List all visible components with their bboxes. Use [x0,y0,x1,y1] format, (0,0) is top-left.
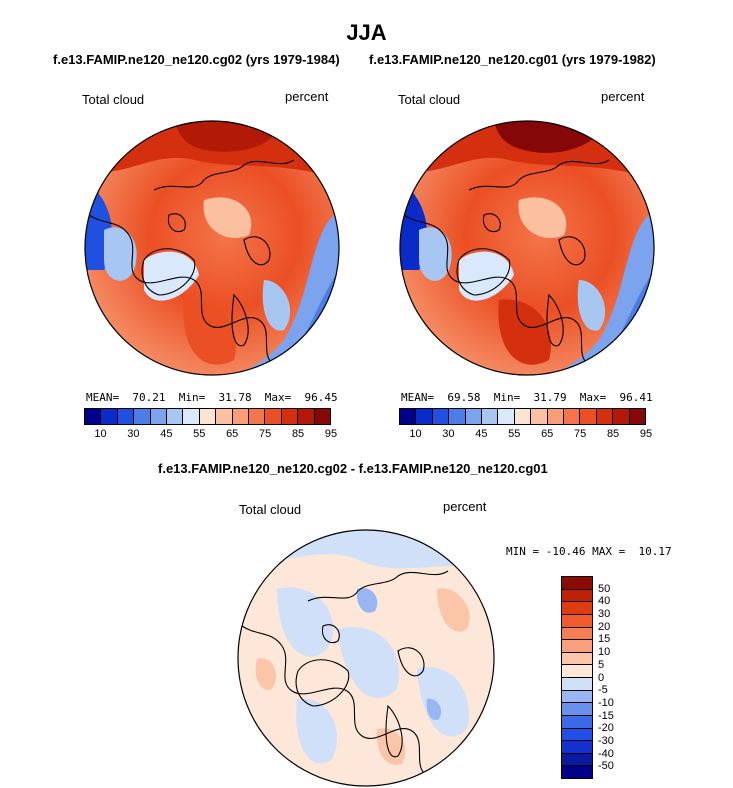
colorbar-difference-swatch-5 [562,640,592,653]
panel-right-variable-label: Total cloud [398,92,461,107]
colorbar-difference-swatch-6 [562,652,592,666]
colorbar-right-tick-label: 65 [541,428,554,440]
colorbar-left-swatch-14 [314,409,331,424]
diff-variable-label: Total cloud [239,502,302,517]
colorbar-difference-tick-label: 30 [598,608,611,621]
colorbar-difference-swatch-15 [562,766,592,778]
colorbar-left-tick-label: 55 [193,428,206,440]
panel-left-variable-label: Total cloud [82,92,145,107]
colorbar-left-swatch-3 [134,409,151,424]
colorbar-right-swatch-1 [416,409,433,424]
colorbar-left-swatch-2 [117,409,135,424]
colorbar-right-swatch-11 [580,409,597,424]
colorbar-difference-swatch-9 [562,690,592,704]
colorbar-right-swatch-14 [629,409,646,424]
colorbar-left-swatch-6 [183,409,200,424]
colorbar-difference-tick-label: 20 [598,620,611,633]
colorbar-difference-swatch-0 [562,577,592,590]
colorbar-right-swatch-6 [498,409,515,424]
colorbar-difference-tick-label: 15 [598,633,611,646]
colorbar-difference-swatch-13 [562,741,592,754]
colorbar-right-tick-label: 10 [409,428,422,440]
figure-title: JJA [346,20,387,45]
colorbar-difference-swatch-10 [562,703,592,716]
colorbar-left-swatch-8 [216,409,233,424]
colorbar-right-tick-label: 55 [508,428,521,440]
panel-left-stats: MEAN= 70.21 Min= 31.78 Max= 96.45 [86,391,338,404]
colorbar-left-tick-label: 10 [94,428,107,440]
diff-units-label: percent [443,499,487,514]
colorbar-difference-swatch-1 [562,589,592,603]
colorbar-left-swatch-5 [167,409,184,424]
colorbar-difference-swatch-3 [562,614,592,628]
panel-left-units-label: percent [285,89,329,104]
panel-left-subtitle: f.e13.FAMIP.ne120_ne120.cg02 (yrs 1979-1… [53,52,340,67]
colorbar-difference [561,576,593,779]
colorbar-difference-tick-label: -30 [598,734,614,747]
colorbar-right-tick-label: 45 [475,428,488,440]
colorbar-right-swatch-9 [547,409,565,424]
colorbar-left-swatch-9 [232,409,250,424]
colorbar-difference-swatch-7 [562,665,592,678]
colorbar-right-swatch-0 [400,409,417,424]
colorbar-difference-tick-label: 50 [598,582,611,595]
colorbar-difference-tick-label: -15 [598,709,614,722]
colorbar-left-swatch-11 [265,409,282,424]
colorbar-left-swatch-1 [101,409,118,424]
colorbar-difference-tick-label: 0 [598,671,605,684]
colorbar-difference-tick-label: -50 [598,760,614,773]
colorbar-right-swatch-8 [531,409,548,424]
colorbar-left-tick-label: 30 [127,428,140,440]
colorbar-right-swatch-7 [514,409,532,424]
colorbar-difference-swatch-2 [562,602,592,615]
colorbar-left-swatch-7 [199,409,217,424]
colorbar-right [399,408,646,425]
colorbar-left-tick-label: 75 [259,428,272,440]
map-difference [237,529,495,787]
colorbar-left-tick-label: 85 [291,428,305,440]
colorbar-left-swatch-12 [281,409,299,424]
panel-right-subtitle: f.e13.FAMIP.ne120_ne120.cg01 (yrs 1979-1… [369,52,656,67]
colorbar-difference-swatch-11 [562,715,592,729]
colorbar-difference-tick-label: -10 [598,696,614,709]
colorbar-left-swatch-0 [85,409,102,424]
colorbar-right-tick-label: 30 [442,428,455,440]
colorbar-difference-swatch-12 [562,728,592,742]
colorbar-left-tick-label: 65 [226,428,239,440]
colorbar-right-swatch-2 [432,409,450,424]
colorbar-right-swatch-5 [482,409,499,424]
colorbar-right-swatch-4 [465,409,483,424]
colorbar-left-ticks: 10 30 45 55 65 75 85 95 [84,428,337,442]
colorbar-left-swatch-4 [150,409,168,424]
colorbar-right-tick-label: 75 [574,428,587,440]
diff-stats: MIN = -10.46 MAX = 10.17 [506,545,672,558]
colorbar-left-swatch-13 [298,409,315,424]
colorbar-difference-swatch-8 [562,678,592,691]
diff-subtitle: f.e13.FAMIP.ne120_ne120.cg02 - f.e13.FAM… [158,461,548,476]
colorbar-difference-tick-label: -5 [598,684,608,697]
colorbar-difference-tick-label: -40 [598,747,614,760]
colorbar-difference-tick-label: 40 [598,595,611,608]
colorbar-right-ticks: 10 30 45 55 65 75 85 95 [399,428,652,442]
colorbar-left-tick-label: 95 [324,428,338,440]
map-right-cg01 [399,120,655,376]
panel-right-units-label: percent [601,89,645,104]
colorbar-right-tick-label: 85 [606,428,620,440]
colorbar-right-tick-label: 95 [639,428,653,440]
colorbar-difference-ticks: 50 40 30 20 15 10 5 0 -5 -10 -15 -20 -30 -40 -50 [598,576,638,779]
colorbar-left-tick-label: 45 [160,428,173,440]
colorbar-right-swatch-13 [613,409,630,424]
colorbar-right-swatch-10 [564,409,581,424]
colorbar-right-swatch-12 [596,409,614,424]
colorbar-difference-swatch-14 [562,753,592,767]
colorbar-difference-tick-label: 5 [598,658,605,671]
colorbar-right-swatch-3 [449,409,466,424]
colorbar-left-swatch-10 [249,409,266,424]
colorbar-difference-swatch-4 [562,627,592,641]
colorbar-left [84,408,331,425]
map-left-cg02 [84,120,340,376]
panel-right-stats: MEAN= 69.58 Min= 31.79 Max= 96.41 [401,391,653,404]
colorbar-difference-tick-label: -20 [598,722,614,735]
colorbar-difference-tick-label: 10 [598,646,611,659]
